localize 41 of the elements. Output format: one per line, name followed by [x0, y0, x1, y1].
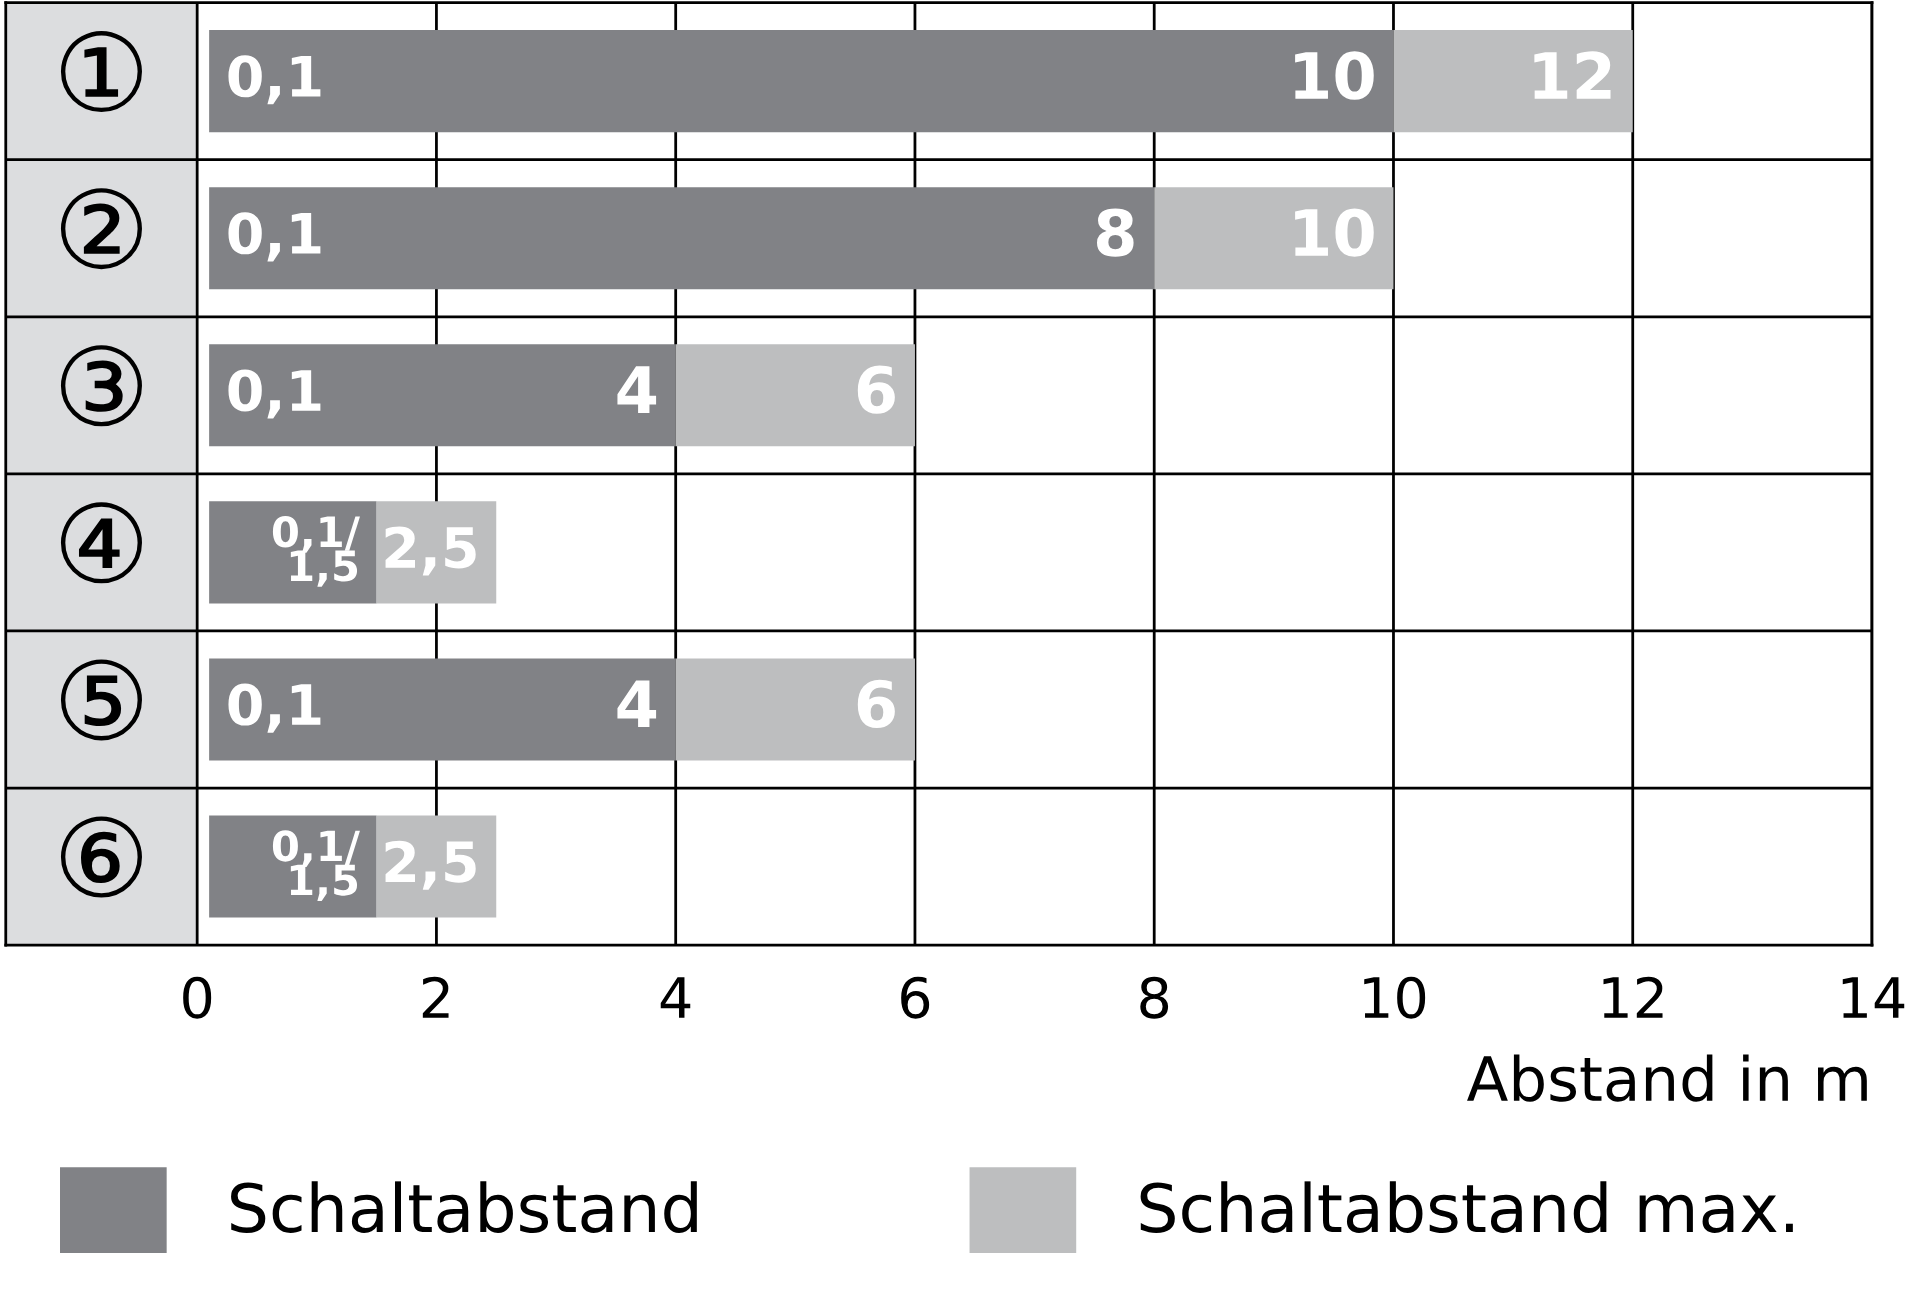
x-tick-label: 4 [660, 977, 691, 1018]
x-tick-label: 0 [183, 976, 212, 1019]
annotation: 8 [1097, 208, 1134, 257]
y-tick-label: ④ [60, 502, 142, 584]
legend-label: Schaltabstand [231, 1181, 697, 1233]
x-tick-label: 10 [1364, 976, 1426, 1019]
annotation: 4 [617, 366, 657, 413]
annotation: 6 [857, 365, 895, 414]
y-tick-label: ⑤ [60, 659, 142, 741]
x-tick-label: 14 [1842, 977, 1905, 1018]
annotation: 0,1 [228, 369, 321, 419]
bar [1393, 30, 1633, 133]
annotation: 0,1/ 1,5 [272, 830, 360, 901]
bar [209, 658, 676, 761]
annotation: 0,1 [228, 683, 321, 733]
annotation: 12 [1534, 51, 1611, 99]
annotation: 10 [1295, 51, 1374, 100]
y-tick-label: ③ [60, 345, 142, 427]
annotation: 2,5 [385, 526, 476, 576]
y-tick-label: ⑥ [60, 816, 142, 898]
x-tick-label: 8 [1140, 976, 1169, 1019]
annotation: 10 [1295, 208, 1374, 257]
bar [675, 344, 915, 447]
x-axis-title: Abstand in m [1467, 1054, 1867, 1102]
bar [209, 30, 1394, 133]
bar [675, 658, 915, 761]
y-tick-label: ② [60, 188, 142, 270]
x-tick-label: 2 [422, 976, 449, 1018]
annotation: 2,5 [385, 840, 476, 890]
bar [209, 187, 1155, 290]
annotation: 0,1 [228, 212, 321, 262]
annotation: 0,1/ 1,5 [272, 515, 360, 587]
bar [209, 344, 676, 447]
legend-label: Schaltabstand max. [1140, 1181, 1793, 1233]
y-tick-label: ① [60, 31, 142, 113]
annotation: 6 [857, 679, 895, 729]
bar [1154, 187, 1394, 290]
x-tick-label: 12 [1603, 976, 1663, 1018]
annotation: 0,1 [228, 55, 321, 105]
x-tick-label: 6 [901, 976, 930, 1019]
annotation: 4 [617, 680, 657, 728]
